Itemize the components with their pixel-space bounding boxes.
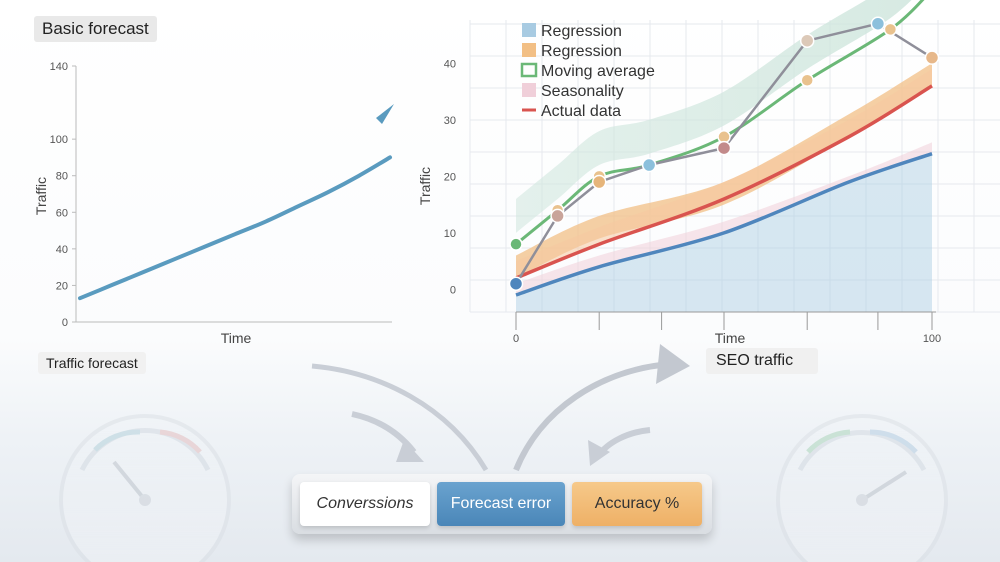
observed-point: [550, 208, 565, 224]
left-y-tick-label: 60: [56, 207, 68, 219]
basic-forecast-line: [78, 155, 392, 301]
arrow-head-icon: [656, 344, 690, 384]
moving-average-point: [883, 22, 898, 37]
right-gauge-icon: [776, 414, 948, 562]
legend-swatch: [522, 23, 536, 37]
right-y-tick-label: 20: [444, 171, 456, 183]
legend-swatch: [522, 43, 536, 57]
left-x-axis-title: Time: [221, 330, 252, 346]
left-y-tick-label: 100: [50, 134, 68, 146]
left-y-tick-label: 140: [50, 61, 68, 73]
basic-forecast-title: Basic forecast: [34, 16, 157, 42]
observed-point: [924, 50, 940, 65]
legend-label: Moving average: [541, 63, 655, 80]
actual-upper-band: [516, 69, 932, 279]
flow-arrows: [311, 344, 690, 472]
regression-area: [516, 153, 932, 312]
regression-line: [515, 152, 933, 297]
observed-point: [508, 276, 524, 291]
left-y-tick-label: 0: [62, 317, 68, 329]
observed-point: [716, 140, 732, 156]
right-y-axis-title: Traffic: [417, 167, 433, 205]
seo-traffic-caption: SEO traffic: [706, 348, 818, 374]
legend-label: Regression: [541, 43, 622, 60]
accuracy-button[interactable]: Accuracy %: [572, 482, 702, 526]
right-y-tick-label: 40: [444, 58, 456, 70]
moving-average-line: [515, 0, 925, 246]
right-x-tick-label: 0: [513, 333, 519, 345]
forecast-arrow-icon: [376, 104, 394, 124]
arrow-head-icon: [588, 440, 610, 466]
right-y-tick-label: 0: [450, 284, 456, 296]
curved-arrow-icon: [513, 361, 671, 472]
right-x-tick-label: 100: [923, 333, 941, 345]
curved-arrow-icon: [311, 363, 489, 472]
left-gauge-icon: [59, 414, 231, 562]
legend-swatch: [520, 62, 538, 78]
forecast-error-button[interactable]: Forecast error: [437, 482, 565, 526]
observed-point: [641, 157, 657, 173]
right-y-tick-label: 30: [444, 115, 456, 127]
basic-forecast-chart: 0 20 40 60 80 100 140 Time Traffic: [33, 61, 394, 346]
legend-swatch: [522, 83, 536, 97]
seasonality-area: [516, 142, 932, 295]
moving-average-point: [800, 73, 814, 88]
observed-point: [799, 33, 815, 48]
left-y-tick-label: 40: [56, 244, 68, 256]
right-x-axis-title: Time: [715, 330, 746, 346]
forecast-confidence-band: [516, 0, 912, 233]
arrow-head-icon: [396, 440, 424, 462]
left-y-tick-label: 80: [56, 171, 68, 183]
legend-label: Seasonality: [541, 83, 624, 100]
actual-data-line: [515, 84, 933, 280]
moving-average-point: [509, 237, 523, 251]
traffic-forecast-caption: Traffic forecast: [38, 352, 146, 374]
legend-label: Actual data: [541, 103, 621, 120]
legend-label: Regression: [541, 23, 622, 40]
observed-line: [514, 22, 933, 285]
conversions-button[interactable]: Converssions: [300, 482, 430, 526]
left-y-tick-label: 20: [56, 280, 68, 292]
observed-point: [870, 16, 886, 31]
chart-legend: Regression Regression Moving average Season…: [520, 23, 655, 120]
right-y-tick-label: 10: [444, 228, 456, 240]
observed-point: [591, 174, 607, 190]
left-y-axis-title: Traffic: [33, 177, 49, 215]
